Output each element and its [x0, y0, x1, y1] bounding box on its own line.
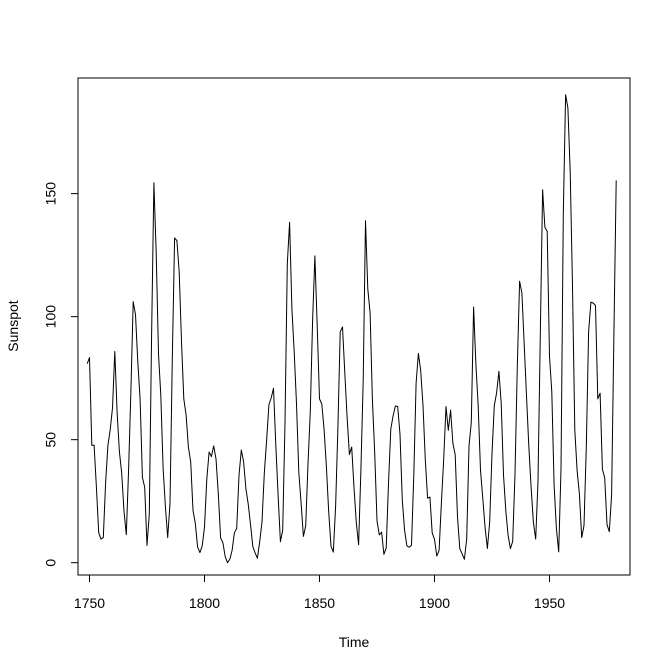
y-axis-label: Sunspot [5, 300, 21, 351]
sunspot-series-line [86, 94, 617, 564]
x-tick-label: 1850 [304, 595, 335, 611]
x-tick-label: 1950 [534, 595, 565, 611]
y-tick-label: 50 [43, 432, 59, 448]
x-axis: 1750 1800 1850 1900 1950 [74, 574, 565, 611]
x-tick-label: 1800 [189, 595, 220, 611]
y-tick-label: 0 [43, 559, 59, 567]
y-tick-label: 100 [43, 305, 59, 329]
x-tick-label: 1750 [74, 595, 105, 611]
y-tick-label: 150 [43, 182, 59, 206]
x-axis-label: Time [339, 634, 370, 650]
x-tick-label: 1900 [419, 595, 450, 611]
y-axis: 0 50 100 150 [43, 182, 79, 567]
